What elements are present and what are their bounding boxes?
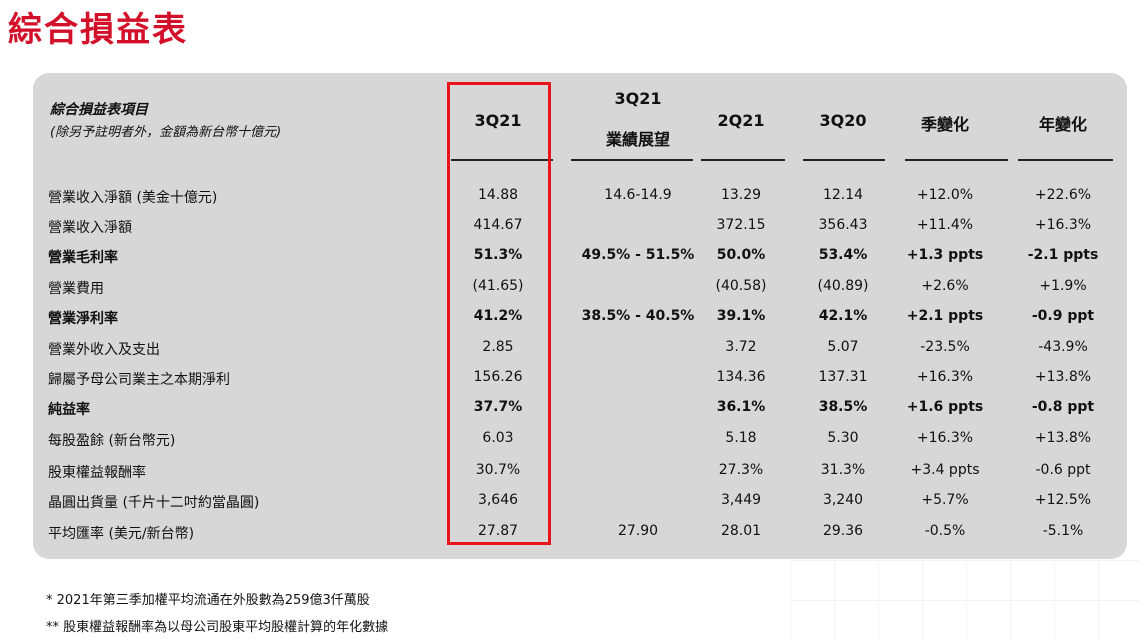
table-cell-3q21: 51.3% — [473, 247, 523, 263]
row-label: 歸屬予母公司業主之本期淨利 — [48, 372, 230, 388]
row-label: 營業毛利率 — [48, 250, 118, 266]
table-cell-qoq-change: +5.7% — [921, 492, 969, 508]
row-label: 每股盈餘 (新台幣元) — [48, 433, 176, 449]
table-cell-3q21: 30.7% — [475, 462, 521, 478]
table-cell-yoy-change: -0.8 ppt — [1031, 399, 1095, 415]
table-cell-yoy-change: +13.8% — [1034, 430, 1092, 446]
table-cell-3q21: 2.85 — [482, 339, 514, 355]
table-cell-3q21-guidance: 49.5% - 51.5% — [581, 247, 695, 263]
table-cell-3q20: 5.07 — [827, 339, 859, 355]
table-cell-3q20: 137.31 — [818, 369, 868, 385]
row-label: 平均匯率 (美元/新台幣) — [48, 526, 195, 542]
row-label: 股東權益報酬率 — [48, 465, 146, 481]
table-cell-3q21: 27.87 — [477, 523, 519, 539]
table-cell-3q20: 356.43 — [818, 217, 868, 233]
table-cell-2q21: 27.3% — [718, 462, 764, 478]
table-cell-3q21-guidance: 14.6-14.9 — [604, 187, 672, 203]
column-header-underline — [451, 159, 553, 161]
footnote-1: * 2021年第三季加權平均流通在外股數為259億3仟萬股 — [46, 593, 370, 608]
table-cell-qoq-change: +3.4 ppts — [910, 462, 980, 478]
table-cell-3q21: 37.7% — [473, 399, 523, 415]
table-cell-3q21-guidance: 27.90 — [617, 523, 659, 539]
table-cell-2q21: (40.58) — [715, 278, 767, 294]
row-label: 純益率 — [48, 402, 90, 418]
table-cell-2q21: 372.15 — [716, 217, 766, 233]
table-cell-yoy-change: -43.9% — [1038, 339, 1088, 355]
table-cell-yoy-change: +16.3% — [1034, 217, 1092, 233]
table-cell-3q20: 29.36 — [822, 523, 864, 539]
table-cell-3q21: 156.26 — [473, 369, 523, 385]
table-cell-qoq-change: +11.4% — [916, 217, 974, 233]
table-cell-qoq-change: +12.0% — [916, 187, 974, 203]
table-cell-3q20: 3,240 — [822, 492, 864, 508]
column-header-underline — [1018, 159, 1113, 161]
table-cell-qoq-change: +16.3% — [916, 430, 974, 446]
table-cell-yoy-change: -2.1 ppts — [1027, 247, 1099, 263]
table-cell-3q20: 42.1% — [818, 308, 868, 324]
column-header-3q21-guidance-line1: 3Q21 — [614, 89, 662, 108]
table-cell-3q20: (40.89) — [817, 278, 869, 294]
table-cell-2q21: 3,449 — [720, 492, 762, 508]
table-cell-3q20: 12.14 — [822, 187, 864, 203]
row-label: 營業收入淨額 — [48, 220, 132, 236]
table-cell-yoy-change: +22.6% — [1034, 187, 1092, 203]
column-header-2q21: 2Q21 — [717, 111, 765, 130]
table-cell-yoy-change: -0.9 ppt — [1031, 308, 1095, 324]
table-cell-qoq-change: +1.3 ppts — [906, 247, 984, 263]
column-header-underline — [905, 159, 1008, 161]
highlight-3q21-box — [447, 82, 551, 545]
table-cell-3q20: 38.5% — [818, 399, 868, 415]
table-cell-3q21-guidance: 38.5% - 40.5% — [581, 308, 695, 324]
table-cell-yoy-change: +12.5% — [1034, 492, 1092, 508]
row-label: 營業外收入及支出 — [48, 342, 160, 358]
table-cell-3q21: 14.88 — [477, 187, 519, 203]
table-cell-3q21: 3,646 — [477, 492, 519, 508]
table-cell-3q21: 41.2% — [473, 308, 523, 324]
table-cell-2q21: 39.1% — [716, 308, 766, 324]
table-cell-yoy-change: +13.8% — [1034, 369, 1092, 385]
table-cell-qoq-change: -0.5% — [924, 523, 966, 539]
column-header-3q21-guidance: 業績展望 — [605, 130, 670, 149]
table-header-subtitle: (除另予註明者外，金額為新台幣十億元) — [50, 125, 282, 140]
row-label: 營業淨利率 — [48, 311, 118, 327]
table-cell-qoq-change: +2.6% — [921, 278, 969, 294]
table-cell-qoq-change: +1.6 ppts — [906, 399, 984, 415]
table-cell-qoq-change: +2.1 ppts — [906, 308, 984, 324]
table-cell-2q21: 28.01 — [720, 523, 762, 539]
table-cell-3q20: 53.4% — [818, 247, 868, 263]
footnote-2: ** 股東權益報酬率為以母公司股東平均股權計算的年化數據 — [46, 620, 389, 635]
table-cell-3q21: (41.65) — [472, 278, 524, 294]
column-header-3q20: 3Q20 — [819, 111, 867, 130]
column-header-underline — [803, 159, 885, 161]
table-cell-3q21: 414.67 — [473, 217, 523, 233]
table-cell-2q21: 3.72 — [725, 339, 757, 355]
table-cell-3q20: 5.30 — [827, 430, 859, 446]
table-cell-2q21: 134.36 — [716, 369, 766, 385]
background-grid-decoration — [790, 560, 1139, 639]
table-cell-yoy-change: -5.1% — [1042, 523, 1084, 539]
table-cell-yoy-change: +1.9% — [1039, 278, 1087, 294]
column-header-qoq-change: 季變化 — [920, 115, 969, 134]
table-cell-3q20: 31.3% — [820, 462, 866, 478]
column-header-3q21: 3Q21 — [474, 111, 522, 130]
income-statement-panel: 綜合損益表項目 (除另予註明者外，金額為新台幣十億元) 3Q21 3Q21 業績展望… — [33, 73, 1127, 559]
row-label: 營業費用 — [48, 281, 104, 297]
row-label: 晶圓出貨量 (千片十二吋約當晶圓) — [48, 495, 260, 511]
table-cell-yoy-change: -0.6 ppt — [1035, 462, 1091, 478]
table-cell-3q21: 6.03 — [482, 430, 514, 446]
row-label: 營業收入淨額 (美金十億元) — [48, 190, 218, 206]
table-cell-qoq-change: +16.3% — [916, 369, 974, 385]
table-cell-2q21: 36.1% — [716, 399, 766, 415]
table-cell-2q21: 50.0% — [716, 247, 766, 263]
column-header-underline — [571, 159, 693, 161]
table-cell-2q21: 13.29 — [720, 187, 762, 203]
table-cell-2q21: 5.18 — [725, 430, 757, 446]
column-header-underline — [701, 159, 785, 161]
column-header-yoy-change: 年變化 — [1038, 115, 1087, 134]
page-title: 綜合損益表 — [8, 10, 188, 50]
table-header-item: 綜合損益表項目 — [50, 102, 148, 118]
table-cell-qoq-change: -23.5% — [920, 339, 970, 355]
